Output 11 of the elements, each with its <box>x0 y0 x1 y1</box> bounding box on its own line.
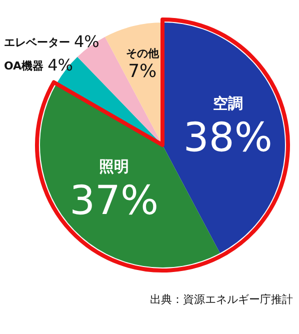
data-label: 4% <box>74 32 100 51</box>
slice-label: 空調 <box>212 94 243 113</box>
slice-label: エレベーター <box>4 36 70 49</box>
slice-label: OA機器 <box>4 60 44 73</box>
data-label: 4% <box>48 56 73 75</box>
data-label: 38% <box>183 115 272 162</box>
source-note: 出典：資源エネルギー庁推計 <box>150 292 293 307</box>
slice-label: その他 <box>126 47 160 60</box>
data-label: 37% <box>70 178 158 224</box>
slice-label: 照明 <box>99 158 130 176</box>
data-label: 7% <box>128 60 157 82</box>
